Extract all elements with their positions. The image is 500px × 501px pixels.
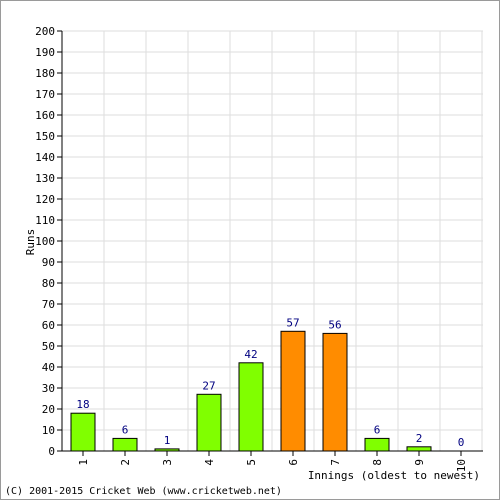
bars (70, 330, 432, 452)
y-tick-label: 170 (35, 88, 55, 101)
bar (238, 362, 264, 452)
axes (61, 31, 483, 452)
x-axis-label: Innings (oldest to newest) (308, 469, 480, 482)
bar (70, 412, 96, 452)
data-label: 6 (374, 423, 381, 436)
y-tick-label: 180 (35, 67, 55, 80)
y-axis-ticks: 0 10 20 30 40 50 60 70 80 90 100 110 120 130 140 150 160… (35, 25, 62, 458)
y-tick-label: 150 (35, 130, 55, 143)
data-label: 1 (164, 434, 171, 447)
x-tick-label: 6 (287, 459, 300, 466)
y-tick-label: 60 (42, 319, 55, 332)
y-tick-label: 20 (42, 403, 55, 416)
data-label: 27 (202, 379, 215, 392)
data-label: 0 (458, 436, 465, 449)
bar (364, 437, 390, 452)
y-tick-label: 0 (48, 445, 55, 458)
y-tick-label: 40 (42, 361, 55, 374)
x-tick-label: 9 (413, 459, 426, 466)
y-tick-label: 80 (42, 277, 55, 290)
bar (406, 446, 432, 452)
y-tick-label: 100 (35, 235, 55, 248)
y-tick-label: 190 (35, 46, 55, 59)
grid-lines (62, 30, 483, 451)
x-tick-label: 1 (77, 459, 90, 466)
y-tick-label: 120 (35, 193, 55, 206)
data-label: 56 (328, 318, 341, 331)
data-label: 18 (76, 398, 89, 411)
x-tick-label: 8 (371, 459, 384, 466)
x-tick-label: 2 (119, 459, 132, 466)
y-tick-label: 200 (35, 25, 55, 38)
bar (322, 332, 348, 452)
data-labels: 18 6 1 27 42 57 56 6 2 0 (76, 316, 464, 449)
y-tick-label: 50 (42, 340, 55, 353)
x-tick-label: 10 (455, 459, 468, 472)
bar (280, 330, 306, 452)
y-tick-label: 130 (35, 172, 55, 185)
bar (196, 393, 222, 452)
bar (112, 437, 138, 452)
y-tick-label: 10 (42, 424, 55, 437)
y-tick-label: 110 (35, 214, 55, 227)
data-label: 6 (122, 423, 129, 436)
x-tick-label: 5 (245, 459, 258, 466)
y-tick-label: 70 (42, 298, 55, 311)
y-axis-label: Runs (24, 229, 37, 256)
x-tick-label: 7 (329, 459, 342, 466)
data-label: 42 (244, 348, 257, 361)
x-tick-label: 4 (203, 459, 216, 466)
y-tick-label: 90 (42, 256, 55, 269)
y-tick-label: 160 (35, 109, 55, 122)
y-tick-label: 30 (42, 382, 55, 395)
y-tick-label: 140 (35, 151, 55, 164)
x-axis-ticks: 1 2 3 4 5 6 7 8 9 10 (77, 451, 468, 472)
data-label: 2 (416, 432, 423, 445)
copyright-text: (C) 2001-2015 Cricket Web (www.cricketwe… (5, 486, 282, 497)
x-tick-label: 3 (161, 459, 174, 466)
data-label: 57 (286, 316, 299, 329)
